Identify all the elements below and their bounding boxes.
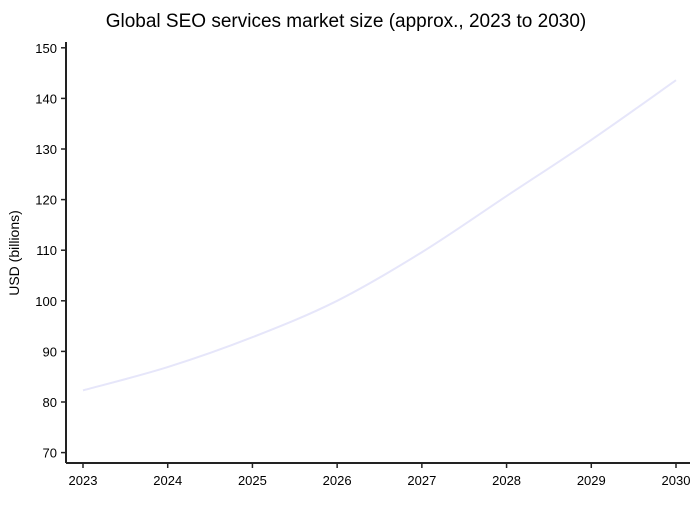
y-tick-label: 70 (43, 446, 57, 461)
x-tick-label: 2023 (69, 473, 98, 488)
x-tick-label: 2029 (577, 473, 606, 488)
y-tick-label: 150 (35, 41, 57, 56)
series-line (83, 80, 676, 390)
y-tick-label: 120 (35, 193, 57, 208)
x-tick-label: 2025 (238, 473, 267, 488)
x-tick-label: 2030 (662, 473, 691, 488)
y-tick-label: 80 (43, 395, 57, 410)
y-tick-label: 130 (35, 142, 57, 157)
chart-title: Global SEO services market size (approx.… (106, 11, 587, 32)
x-tick-label: 2027 (407, 473, 436, 488)
x-tick-label: 2024 (153, 473, 182, 488)
x-tick-label: 2028 (492, 473, 521, 488)
y-axis-label: USD (billions) (6, 210, 22, 296)
y-tick-label: 140 (35, 91, 57, 106)
y-tick-label: 110 (36, 243, 57, 258)
y-tick-label: 90 (43, 344, 57, 359)
x-tick-label: 2026 (323, 473, 352, 488)
y-tick-label: 100 (35, 294, 57, 309)
